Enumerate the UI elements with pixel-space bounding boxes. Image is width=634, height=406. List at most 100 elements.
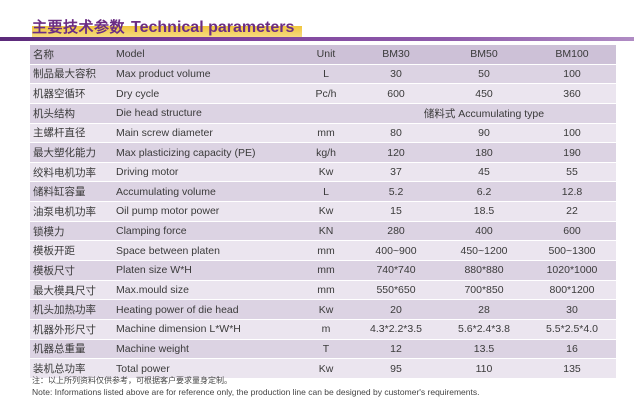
param-unit: L: [300, 181, 352, 203]
param-value-bm100: 360: [528, 83, 616, 104]
param-value-bm50: 6.2: [440, 181, 528, 203]
param-value-bm30: 80: [352, 123, 440, 144]
param-value-bm100: 190: [528, 142, 616, 163]
param-unit: mm: [300, 280, 352, 301]
table-row: 机器空循环 Dry cycle Pc/h 600 450 360: [30, 83, 616, 104]
header-divider-bar: [0, 37, 634, 41]
param-name-zh: 模板开距: [30, 240, 113, 262]
table-row: 最大模具尺寸 Max.mould size mm 550*650 700*850 800*…: [30, 280, 616, 301]
title-english: Technical parameters: [131, 19, 295, 36]
param-unit: mm: [300, 240, 352, 262]
param-unit: KN: [300, 221, 352, 242]
param-value-bm100: 55: [528, 162, 616, 183]
param-value-bm50: 13.5: [440, 339, 528, 360]
param-name-en: Oil pump motor power: [113, 201, 300, 222]
param-unit: kg/h: [300, 142, 352, 163]
param-name-zh: 制品最大容积: [30, 64, 113, 85]
header-cell-name: 名称: [30, 45, 113, 65]
param-unit: Kw: [300, 299, 352, 320]
param-name-en: Total power: [113, 358, 300, 379]
param-value-bm100: 12.8: [528, 181, 616, 203]
parameters-table: 名称 Model Unit BM30 BM50 BM100 制品最大容积 Max …: [30, 45, 616, 379]
table-row: 储料缸容量 Accumulating volume L 5.2 6.2 12.8: [30, 181, 616, 203]
param-value-bm30: 5.2: [352, 181, 440, 203]
param-value-bm30: 550*650: [352, 280, 440, 301]
param-name-en: Machine dimension L*W*H: [113, 319, 300, 340]
page-title: 主要技术参数 Technical parameters: [32, 15, 303, 39]
param-name-zh: 最大模具尺寸: [30, 280, 113, 301]
param-value-bm50: 450~1200: [440, 240, 528, 262]
param-name-zh: 绞料电机功率: [30, 162, 113, 183]
param-value-bm50: 90: [440, 123, 528, 144]
param-value-bm100: 800*1200: [528, 280, 616, 301]
param-value-bm30: 120: [352, 142, 440, 163]
header-cell-unit: Unit: [300, 45, 352, 65]
page-header: 主要技术参数 Technical parameters: [0, 4, 634, 41]
param-value-bm50: 28: [440, 299, 528, 320]
param-value-bm50: 880*880: [440, 260, 528, 281]
param-name-zh: 机头加热功率: [30, 299, 113, 320]
header-cell-bm50: BM50: [440, 45, 528, 65]
param-value-bm100: 30: [528, 299, 616, 320]
header-cell-model: Model: [113, 45, 300, 65]
table-header-row: 名称 Model Unit BM30 BM50 BM100: [30, 45, 616, 65]
param-unit: Kw: [300, 162, 352, 183]
param-value-bm50: 5.6*2.4*3.8: [440, 319, 528, 340]
table-row: 机器总重量 Machine weight T 12 13.5 16: [30, 339, 616, 360]
param-value-bm50: 700*850: [440, 280, 528, 301]
param-value-bm100: 22: [528, 201, 616, 222]
table-row: 机头结构 Die head structure 储料式 Accumulating t…: [30, 103, 616, 124]
param-name-zh: 油泵电机功率: [30, 201, 113, 222]
param-value-bm50: 18.5: [440, 201, 528, 222]
param-value-bm50: 450: [440, 83, 528, 104]
param-name-en: Max plasticizing capacity (PE): [113, 142, 300, 163]
table-row: 锁模力 Clamping force KN 280 400 600: [30, 221, 616, 242]
table-row: 制品最大容积 Max product volume L 30 50 100: [30, 64, 616, 85]
header-cell-bm100: BM100: [528, 45, 616, 65]
param-value-bm30: 740*740: [352, 260, 440, 281]
param-name-en: Max.mould size: [113, 280, 300, 301]
param-value-bm50: 180: [440, 142, 528, 163]
table-row: 机头加热功率 Heating power of die head Kw 20 28 30: [30, 299, 616, 320]
param-name-zh: 锁模力: [30, 221, 113, 242]
param-name-en: Die head structure: [113, 103, 300, 124]
header-cell-bm30: BM30: [352, 45, 440, 65]
param-name-en: Accumulating volume: [113, 181, 300, 203]
footnote-english: Note: Informations listed above are for …: [32, 387, 480, 397]
table-row: 模板开距 Space between platen mm 400~900 450~120…: [30, 240, 616, 262]
table-row: 油泵电机功率 Oil pump motor power Kw 15 18.5 22: [30, 201, 616, 222]
param-value-bm100: 100: [528, 64, 616, 85]
param-name-zh: 主螺杆直径: [30, 123, 113, 144]
param-unit: mm: [300, 123, 352, 144]
table-row: 主螺杆直径 Main screw diameter mm 80 90 100: [30, 123, 616, 144]
param-unit: T: [300, 339, 352, 360]
param-unit: mm: [300, 260, 352, 281]
param-value-bm30: 20: [352, 299, 440, 320]
param-name-en: Heating power of die head: [113, 299, 300, 320]
param-value-bm100: 135: [528, 358, 616, 379]
param-name-zh: 最大塑化能力: [30, 142, 113, 163]
param-name-en: Max product volume: [113, 64, 300, 85]
param-value-bm30: 37: [352, 162, 440, 183]
param-name-zh: 装机总功率: [30, 358, 113, 379]
param-unit: Pc/h: [300, 83, 352, 104]
table-row: 最大塑化能力 Max plasticizing capacity (PE) kg/h…: [30, 142, 616, 163]
param-value-bm100: 600: [528, 221, 616, 242]
param-value-bm50: 45: [440, 162, 528, 183]
param-unit: L: [300, 64, 352, 85]
title-chinese: 主要技术参数: [32, 18, 126, 36]
param-name-en: Machine weight: [113, 339, 300, 360]
param-value-bm30: 4.3*2.2*3.5: [352, 319, 440, 340]
param-value-bm50: 400: [440, 221, 528, 242]
table-row: 绞料电机功率 Driving motor Kw 37 45 55: [30, 162, 616, 183]
param-value-bm30: 12: [352, 339, 440, 360]
param-value-bm30: 280: [352, 221, 440, 242]
param-name-en: Clamping force: [113, 221, 300, 242]
param-value-bm30: 95: [352, 358, 440, 379]
param-name-en: Main screw diameter: [113, 123, 300, 144]
param-value-bm100: 100: [528, 123, 616, 144]
footnote-chinese: 注：以上所列资料仅供参考，可根据客户要求量身定制。: [32, 376, 232, 385]
param-value-bm50: 50: [440, 64, 528, 85]
param-name-en: Dry cycle: [113, 83, 300, 104]
param-value-bm100: 16: [528, 339, 616, 360]
